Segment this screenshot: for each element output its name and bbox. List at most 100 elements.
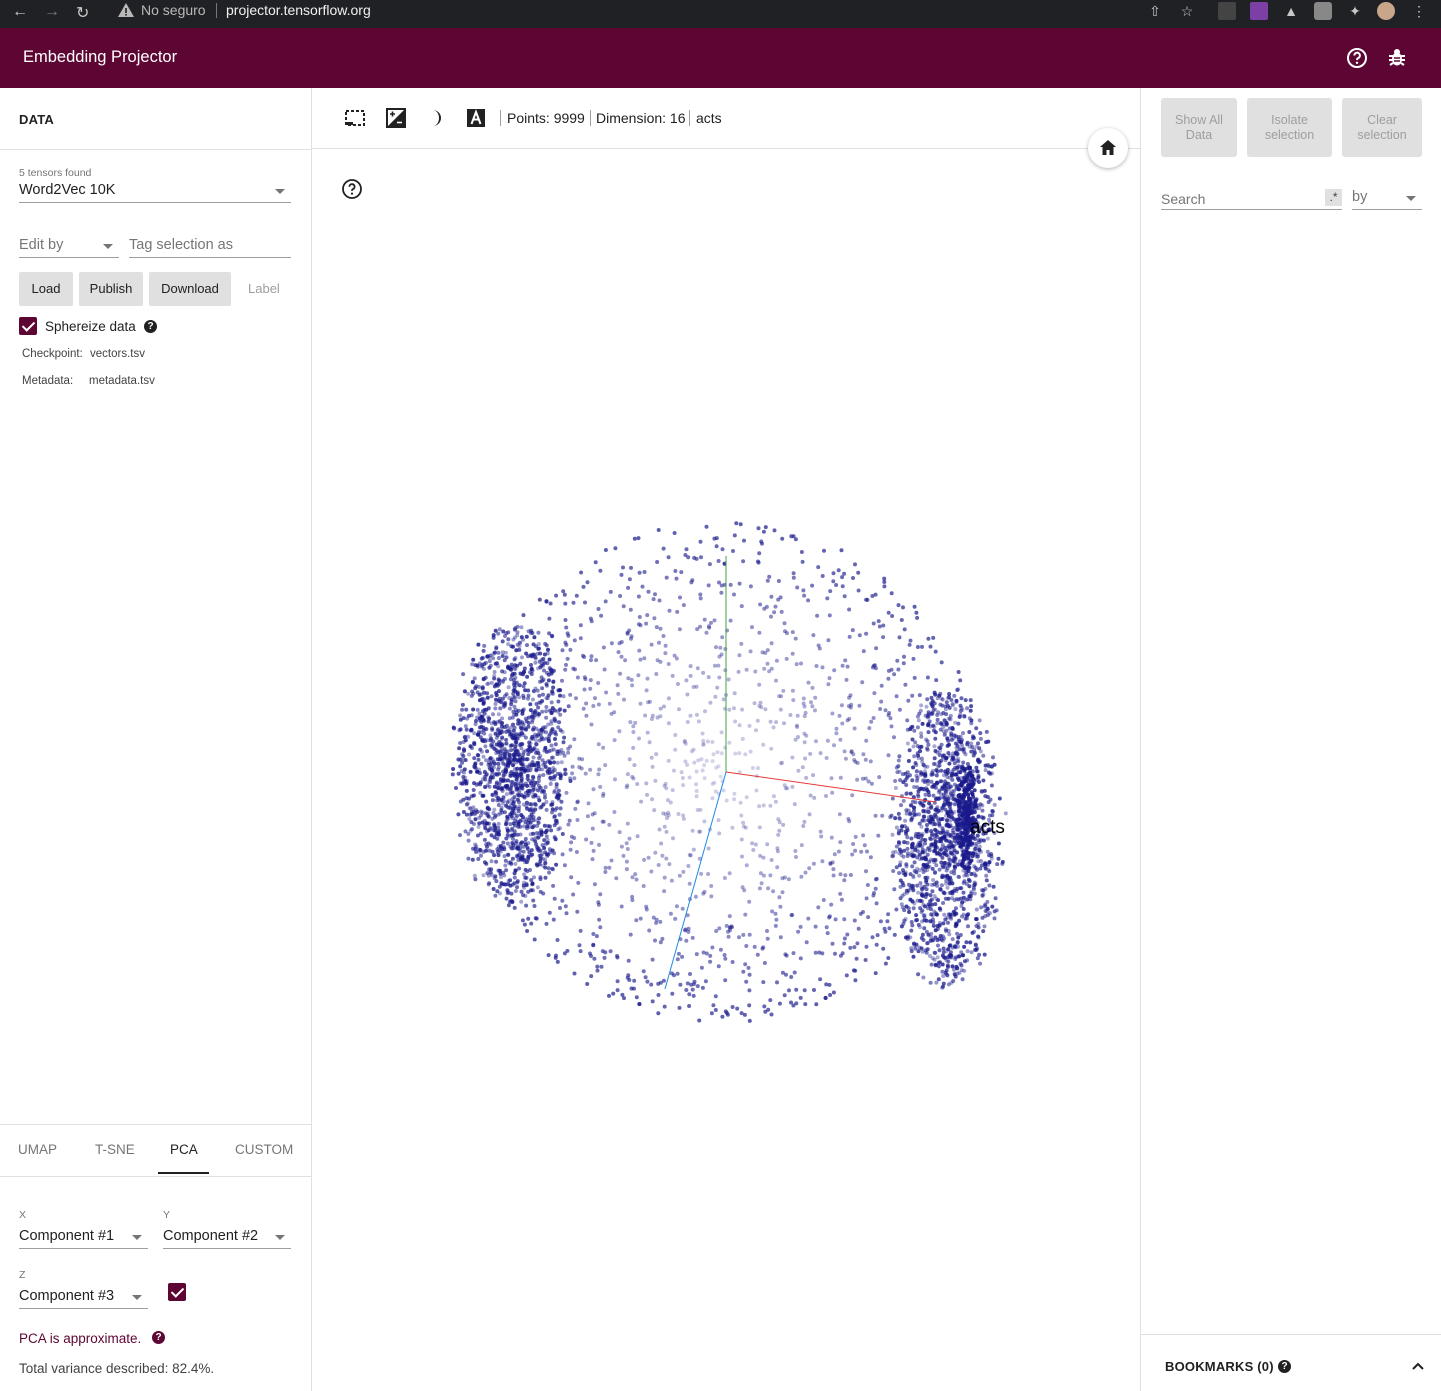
bookmarks-panel[interactable]: BOOKMARKS (0) ? <box>1141 1334 1441 1391</box>
scatter-point <box>521 693 526 698</box>
scatter-point <box>933 848 937 853</box>
publish-button[interactable]: Publish <box>79 272 143 306</box>
reload-icon[interactable]: ↻ <box>76 5 90 22</box>
tab-tsne[interactable]: T-SNE <box>95 1142 135 1157</box>
chevron-up-icon[interactable] <box>1411 1361 1425 1371</box>
forward-icon[interactable]: → <box>44 3 60 20</box>
drive-extension-icon[interactable]: ▲ <box>1284 3 1298 19</box>
scatter-point <box>915 725 920 730</box>
scatter-point <box>950 843 954 848</box>
scatter-point <box>902 892 907 896</box>
menu-dots-icon[interactable]: ⋮ <box>1412 3 1426 19</box>
show-all-data-button[interactable]: Show All Data <box>1161 98 1237 157</box>
scatter-point <box>550 866 555 871</box>
puzzle-icon[interactable]: ✦ <box>1349 3 1361 19</box>
clear-selection-button[interactable]: Clear selection <box>1342 98 1422 157</box>
bug-icon[interactable] <box>1385 46 1409 70</box>
scatter-point <box>945 811 950 816</box>
scatter-point <box>979 905 984 910</box>
sphereize-checkbox[interactable] <box>19 317 37 335</box>
load-button[interactable]: Load <box>19 272 73 306</box>
avatar[interactable] <box>1377 2 1395 20</box>
scatter-point <box>927 848 932 853</box>
scatter-point <box>911 656 916 661</box>
download-button[interactable]: Download <box>149 272 231 306</box>
night-mode-contrast-icon[interactable] <box>385 107 407 129</box>
label-button[interactable]: Label <box>248 281 280 296</box>
scatter-point <box>947 863 952 868</box>
scatter-point <box>591 787 596 792</box>
help-icon[interactable] <box>1345 46 1369 70</box>
scatter-point <box>943 927 948 932</box>
scatter-point <box>976 859 981 864</box>
tab-pca[interactable]: PCA <box>170 1142 198 1157</box>
scatter-point <box>919 891 924 896</box>
scatter-point <box>531 831 536 836</box>
labels-toggle-icon[interactable] <box>465 107 487 129</box>
scatter-plot[interactable]: acts <box>312 149 1140 1391</box>
scatter-point <box>747 972 752 977</box>
scatter-point <box>506 816 511 821</box>
select-region-icon[interactable] <box>344 107 366 129</box>
scatter-point <box>827 982 832 987</box>
scatter-point <box>963 916 968 921</box>
scatter-point <box>937 763 942 768</box>
scatter-point <box>467 806 472 811</box>
scatter-point <box>512 767 517 772</box>
url-text[interactable]: projector.tensorflow.org <box>226 2 371 18</box>
scatter-point <box>882 926 887 931</box>
share-icon[interactable]: ⇧ <box>1149 3 1161 19</box>
help-icon[interactable] <box>341 178 363 200</box>
scatter-point <box>544 749 549 754</box>
pca-help-icon[interactable]: ? <box>152 1331 165 1344</box>
scatter-point <box>796 768 801 773</box>
search-by-select[interactable]: by <box>1352 189 1422 210</box>
scatter-point <box>714 929 719 933</box>
scatter-point <box>540 686 545 691</box>
isolate-selection-button[interactable]: Isolate selection <box>1247 98 1332 157</box>
scatter-point <box>712 780 717 785</box>
scatter-point <box>996 841 1001 846</box>
scatter-point <box>458 713 463 718</box>
back-icon[interactable]: ← <box>12 3 28 20</box>
y-component-select[interactable]: Component #2 <box>163 1228 291 1249</box>
z-component-select[interactable]: Component #3 <box>19 1288 148 1309</box>
scatter-point <box>649 869 654 874</box>
scatter-point <box>864 896 869 901</box>
tab-custom[interactable]: CUSTOM <box>235 1142 294 1157</box>
scatter-point <box>551 679 556 684</box>
tag-selection-input[interactable]: Tag selection as <box>129 237 291 258</box>
scatter-point <box>514 771 519 776</box>
star-icon[interactable]: ☆ <box>1180 3 1194 19</box>
screenshot-extension-icon[interactable] <box>1314 2 1332 20</box>
scatter-point <box>916 922 921 927</box>
point-label-acts[interactable]: acts <box>970 817 1005 838</box>
moon-icon[interactable] <box>425 107 447 129</box>
scatter-point <box>940 863 945 868</box>
scatter-point <box>924 828 928 833</box>
sphereize-help-icon[interactable]: ? <box>144 320 157 333</box>
scatter-point <box>891 850 895 855</box>
address-bar[interactable] <box>106 0 1206 22</box>
scatter-point <box>852 758 857 762</box>
onenote-extension-icon[interactable] <box>1250 2 1268 20</box>
search-input[interactable] <box>1161 189 1342 210</box>
tab-umap[interactable]: UMAP <box>18 1142 58 1157</box>
extension-icon[interactable] <box>1218 2 1236 20</box>
edit-by-select[interactable]: Edit by <box>19 237 119 258</box>
scatter-point <box>547 910 552 915</box>
scatter-point <box>944 728 949 733</box>
scatter-point <box>514 648 519 653</box>
scatter-point <box>737 653 742 658</box>
reset-view-button[interactable] <box>1088 128 1128 168</box>
scatter-point <box>748 749 753 754</box>
bookmarks-help-icon[interactable]: ? <box>1278 1360 1291 1373</box>
scatter-point <box>479 813 483 818</box>
scatter-point <box>945 736 950 741</box>
x-component-select[interactable]: Component #1 <box>19 1228 148 1249</box>
scatter-point <box>498 849 503 854</box>
scatter-point <box>451 767 456 771</box>
z-enable-checkbox[interactable] <box>168 1283 186 1301</box>
regex-toggle-button[interactable]: .* <box>1325 189 1342 206</box>
tensor-select[interactable]: Word2Vec 10K <box>19 182 291 203</box>
